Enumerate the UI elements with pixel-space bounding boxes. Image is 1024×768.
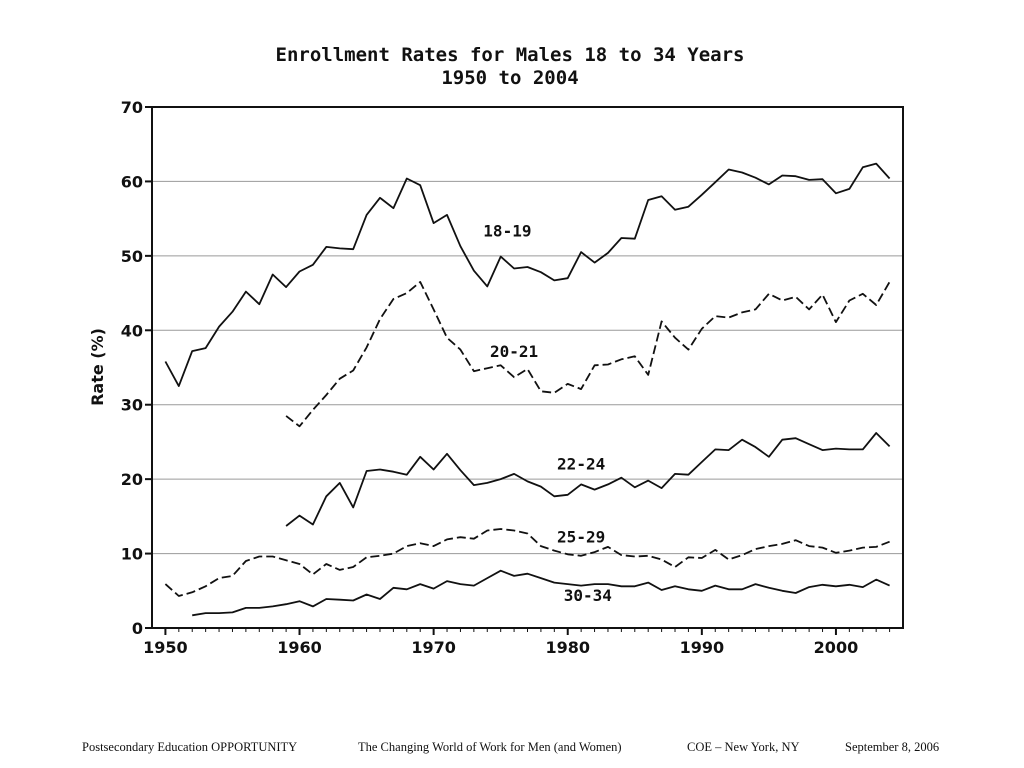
series-label-30-34: 30-34 — [564, 586, 612, 605]
y-axis: 0 10 20 30 40 50 60 70 — [121, 98, 152, 638]
series-label-20-21: 20-21 — [490, 342, 538, 361]
series-line-30-34 — [192, 569, 890, 617]
x-tick-label-1980: 1980 — [545, 638, 590, 657]
series-line-18-19 — [164, 162, 891, 387]
x-tick-label-1960: 1960 — [277, 638, 322, 657]
series-label-25-29: 25-29 — [557, 527, 605, 546]
y-tick-label-60: 60 — [121, 172, 143, 191]
y-tick-label-20: 20 — [121, 470, 143, 489]
y-tick-label-70: 70 — [121, 98, 143, 117]
y-tick-label-50: 50 — [121, 247, 143, 266]
series-labels: 18-19 20-21 22-24 25-29 30-34 — [483, 222, 612, 606]
x-tick-label-1950: 1950 — [143, 638, 188, 657]
series-label-22-24: 22-24 — [557, 454, 605, 473]
y-tick-label-0: 0 — [132, 619, 143, 638]
plot-frame — [151, 106, 904, 629]
series-line-20-21 — [285, 281, 891, 428]
x-axis: 1950 1960 1970 1980 1990 2000 — [143, 628, 891, 657]
chart-title: Enrollment Rates for Males 18 to 34 Year… — [276, 44, 745, 66]
gridlines — [152, 180, 903, 555]
x-tick-label-1990: 1990 — [680, 638, 725, 657]
series-line-25-29 — [164, 528, 890, 597]
footer-right: COE – New York, NY — [687, 740, 800, 754]
y-tick-label-40: 40 — [121, 321, 143, 340]
series-label-18-19: 18-19 — [483, 222, 531, 241]
y-tick-label-30: 30 — [121, 396, 143, 415]
chart-subtitle: 1950 to 2004 — [441, 67, 578, 89]
series-lines — [164, 162, 891, 617]
footer-center: The Changing World of Work for Men (and … — [358, 740, 622, 754]
enrollment-chart: Enrollment Rates for Males 18 to 34 Year… — [88, 44, 904, 657]
y-tick-label-10: 10 — [121, 545, 143, 564]
x-tick-label-1970: 1970 — [411, 638, 456, 657]
footer-left: Postsecondary Education OPPORTUNITY — [82, 740, 298, 754]
footer-date: September 8, 2006 — [845, 740, 940, 754]
series-line-22-24 — [285, 432, 891, 527]
y-axis-label: Rate (%) — [88, 328, 107, 406]
x-tick-label-2000: 2000 — [814, 638, 859, 657]
